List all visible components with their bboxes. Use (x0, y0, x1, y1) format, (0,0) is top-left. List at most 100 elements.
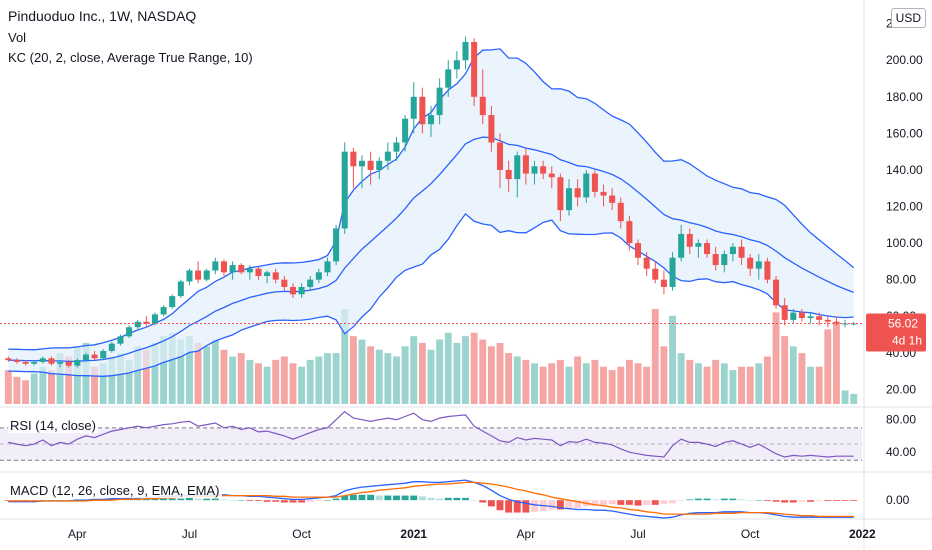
candle-body (566, 188, 573, 211)
macd-histogram-bar (289, 500, 297, 503)
candle (824, 316, 831, 328)
candle (522, 148, 529, 185)
volume-bar (798, 353, 806, 404)
macd-histogram-bar (556, 500, 564, 510)
candle-body (755, 261, 762, 269)
macd-histogram-bar (194, 498, 202, 501)
candle (557, 173, 564, 222)
candle (289, 283, 296, 298)
macd-histogram-bar (298, 500, 306, 503)
candle (358, 155, 366, 189)
currency-button[interactable]: USD (890, 8, 926, 28)
macd-histogram-bar (229, 500, 237, 501)
macd-histogram-bar (841, 500, 849, 501)
candle (307, 276, 314, 291)
rsi-indicator-label: RSI (14, close) (8, 418, 98, 433)
candle-body (108, 343, 115, 351)
candle (816, 312, 823, 326)
candle (203, 268, 210, 282)
candle-body (74, 360, 81, 366)
candle (324, 257, 331, 276)
macd-histogram-bar (703, 498, 711, 501)
volume-bar (125, 359, 133, 404)
volume-bar (298, 366, 306, 404)
macd-histogram-bar (444, 497, 452, 501)
candle (704, 239, 711, 258)
candle (126, 325, 133, 339)
candle-body (160, 307, 167, 315)
candle-body (669, 257, 676, 287)
price-badge-countdown: 4d 1h (892, 334, 922, 348)
candle-body (169, 296, 176, 308)
candle (453, 51, 460, 79)
volume-bar (763, 356, 771, 404)
macd-histogram-bar (531, 500, 538, 512)
volume-bar (686, 359, 694, 404)
macd-histogram-bar (263, 500, 271, 502)
candle (747, 254, 754, 276)
candle-body (453, 60, 460, 70)
macd-histogram-bar (427, 497, 435, 501)
candle (514, 151, 521, 198)
macd-histogram-bar (401, 495, 409, 501)
candle (686, 228, 693, 255)
candle-body (798, 312, 805, 319)
candle (410, 82, 417, 134)
candle-body (143, 321, 150, 324)
volume-bar (565, 366, 573, 404)
macd-histogram-bar (332, 498, 340, 501)
volume-bar (755, 363, 763, 404)
candle (393, 137, 400, 161)
candle (82, 352, 89, 362)
candle-body (91, 354, 98, 359)
volume-bar (712, 359, 720, 404)
candle-body (660, 279, 667, 287)
macd-histogram-bar (548, 500, 556, 510)
candle (255, 266, 262, 280)
volume-bar (608, 370, 616, 404)
macd-histogram-bar (375, 495, 383, 501)
candle-body (479, 96, 486, 116)
volume-bar (324, 353, 331, 404)
volume-bar (186, 336, 193, 404)
candle (669, 252, 676, 291)
macd-histogram-bar (142, 498, 150, 501)
candle (695, 239, 702, 258)
candle-body (151, 314, 158, 324)
candle (790, 308, 797, 324)
macd-histogram-bar (410, 495, 418, 501)
macd-histogram-bar (470, 500, 478, 501)
volume-bar (453, 342, 461, 404)
macd-histogram-bar (686, 499, 694, 501)
candle (436, 78, 443, 125)
volume-bar (160, 336, 168, 404)
macd-histogram-bar (815, 500, 823, 501)
candle (315, 268, 322, 284)
macd-histogram-bar (522, 500, 530, 513)
macd-histogram-bar (608, 500, 616, 505)
candle (177, 279, 184, 298)
candle-body (229, 265, 236, 273)
candle (384, 142, 391, 170)
volume-bar (177, 339, 185, 404)
candle (298, 283, 305, 298)
candle-body (333, 228, 340, 262)
volume-bar (65, 356, 73, 404)
candle-body (289, 286, 296, 295)
candle (652, 261, 659, 284)
candle (445, 60, 452, 97)
price-tick-label: 140.00 (886, 163, 923, 177)
candle-body (410, 96, 417, 119)
volume-bar (427, 349, 435, 404)
price-tick-label: 160.00 (886, 126, 923, 140)
volume-bar (341, 309, 349, 404)
macd-histogram-bar (255, 500, 262, 501)
candle (643, 252, 650, 276)
candle-body (471, 41, 478, 97)
rsi-tick-label: 80.00 (886, 413, 916, 427)
candle-body (591, 173, 598, 192)
candle-body (264, 272, 271, 276)
macd-histogram-bar (246, 500, 254, 501)
candle-body (436, 87, 443, 116)
